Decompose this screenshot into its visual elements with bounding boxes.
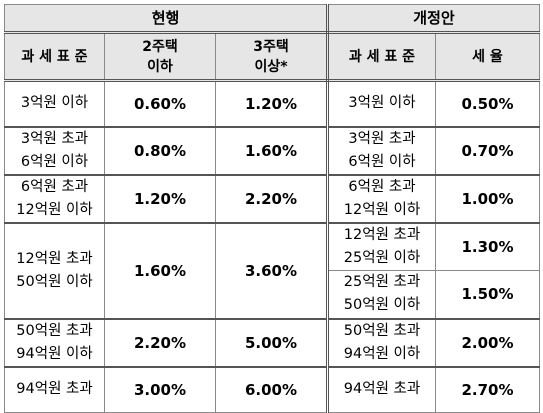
- tax-base-line: 12억원 이하: [343, 201, 421, 218]
- tax-base-line: 12억원 초과: [16, 250, 93, 267]
- proposed-tax-base-cell: 94억원 초과: [327, 366, 436, 413]
- tax-base-line: 3억원 초과: [348, 130, 416, 147]
- tax-base-header: 과 세 표 준: [4, 32, 105, 82]
- tax-base-line: 6억원 이하: [20, 153, 89, 170]
- table-row: 3억원 초과 6억원 이하 0.80% 1.60% 3억원 초과 6억원 이하 0.…: [4, 126, 540, 176]
- two-homes-rate-cell: 0.80%: [104, 126, 216, 176]
- proposed-tax-base-cell: 25억원 초과 50억원 이하: [327, 270, 436, 320]
- two-homes-rate-cell: 1.60%: [104, 222, 216, 320]
- three-homes-rate-cell: 2.20%: [215, 174, 329, 224]
- current-tax-base-cell: 3억원 이하: [4, 80, 105, 128]
- proposed-tax-base-cell: 3억원 초과 6억원 이하: [327, 126, 436, 176]
- tax-base-line: 50억원 초과: [16, 322, 93, 339]
- tax-base-line: 50억원 이하: [16, 273, 93, 290]
- three-homes-rate-cell: 6.00%: [215, 366, 329, 413]
- three-homes-rate-cell: 5.00%: [215, 318, 329, 368]
- tax-base-new-header: 과 세 표 준: [327, 32, 436, 82]
- proposed-tax-base-cell: 12억원 초과 25억원 이하: [327, 222, 436, 271]
- proposed-tax-base-cell: 6억원 초과 12억원 이하: [327, 174, 436, 224]
- tax-base-line: 6억원 초과: [348, 178, 416, 195]
- three-homes-header-line2: 이상*: [254, 58, 288, 75]
- two-homes-header-line2: 이하: [147, 58, 173, 75]
- tax-base-line: 25억원 초과: [343, 274, 421, 291]
- proposed-tax-base-cell: 50억원 초과 94억원 이하: [327, 318, 436, 368]
- three-homes-rate-cell: 1.20%: [215, 80, 329, 128]
- tax-base-line: 6억원 초과: [20, 178, 89, 195]
- three-homes-header-line1: 3주택: [253, 38, 289, 55]
- current-header: 현행: [4, 4, 329, 34]
- two-homes-header-line1: 2주택: [142, 38, 178, 55]
- proposed-rate-cell: 0.70%: [435, 126, 540, 176]
- two-homes-rate-cell: 1.20%: [104, 174, 216, 224]
- proposed-rate-cell: 1.30%: [435, 222, 540, 271]
- proposed-rate-cell: 2.00%: [435, 318, 540, 368]
- table-row: 94억원 초과 3.00% 6.00% 94억원 초과 2.70%: [4, 366, 540, 413]
- proposed-rate-cell: 0.50%: [435, 80, 540, 128]
- proposed-tax-base-cell: 3억원 이하: [327, 80, 436, 128]
- three-homes-rate-cell: 3.60%: [215, 222, 329, 320]
- tax-base-line: 94억원 이하: [343, 345, 421, 362]
- current-tax-base-cell: 6억원 초과 12억원 이하: [4, 174, 105, 224]
- current-tax-base-cell: 3억원 초과 6억원 이하: [4, 126, 105, 176]
- table-row: 3억원 이하 0.60% 1.20% 3억원 이하 0.50%: [4, 80, 540, 128]
- tax-base-line: 50억원 초과: [343, 322, 421, 339]
- current-tax-base-cell: 12억원 초과 50억원 이하: [4, 222, 105, 320]
- current-tax-base-cell: 94억원 초과: [4, 366, 105, 413]
- proposed-header: 개정안: [327, 4, 540, 34]
- table-row: 6억원 초과 12억원 이하 1.20% 2.20% 6억원 초과 12억원 이하 …: [4, 174, 540, 224]
- two-homes-rate-cell: 0.60%: [104, 80, 216, 128]
- tax-base-line: 12억원 이하: [16, 201, 93, 218]
- tax-base-line: 3억원 초과: [20, 130, 89, 147]
- proposed-rate-cell: 2.70%: [435, 366, 540, 413]
- tax-base-line: 12억원 초과: [343, 226, 421, 243]
- table-row: 12억원 초과 50억원 이하 1.60% 3.60% 12억원 초과 25억원 이…: [4, 222, 540, 320]
- proposed-rate-cell: 1.00%: [435, 174, 540, 224]
- tax-base-line: 50억원 이하: [343, 297, 421, 314]
- two-homes-rate-cell: 2.20%: [104, 318, 216, 368]
- tax-base-line: 94억원 이하: [16, 345, 93, 362]
- three-homes-rate-cell: 1.60%: [215, 126, 329, 176]
- two-homes-rate-cell: 3.00%: [104, 366, 216, 413]
- current-tax-base-cell: 50억원 초과 94억원 이하: [4, 318, 105, 368]
- rate-header: 세 율: [435, 32, 540, 82]
- table-row: 25억원 초과 50억원 이하 1.50%: [5, 270, 540, 320]
- table-row: 50억원 초과 94억원 이하 2.20% 5.00% 50억원 초과 94억원 이…: [4, 318, 540, 368]
- proposed-rate-cell: 1.50%: [435, 270, 540, 320]
- tax-base-line: 6억원 이하: [348, 153, 416, 170]
- tax-rate-comparison-table: 현행 개정안 과 세 표 준 2주택 이하 3주택 이상* 과 세 표 준 세 율 …: [4, 4, 540, 413]
- tax-base-line: 25억원 이하: [343, 249, 421, 266]
